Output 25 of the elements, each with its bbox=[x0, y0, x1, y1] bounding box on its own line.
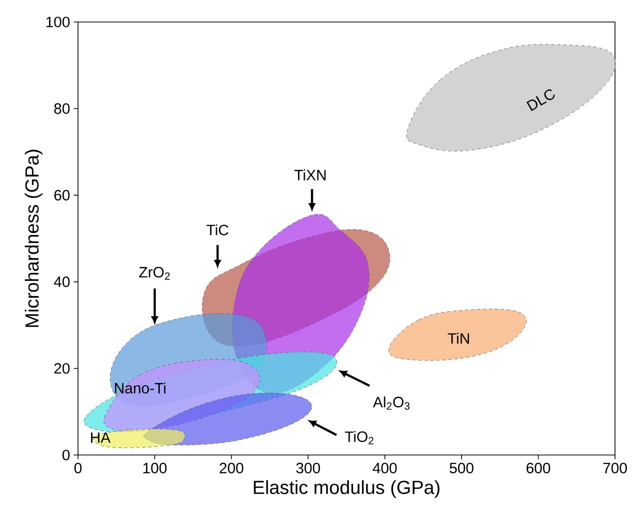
text: TiO$_{2}$ bbox=[344, 431, 374, 444]
x-tick-label: 500 bbox=[450, 462, 474, 474]
y-axis-title: Microhardness (GPa) bbox=[24, 150, 42, 327]
x-tick-label: 700 bbox=[603, 462, 627, 474]
y-tick-label: 80 bbox=[54, 103, 70, 114]
y-tick-label: 60 bbox=[54, 190, 70, 200]
series-label: DLC bbox=[526, 89, 555, 112]
text: ZrO$_{2}$ bbox=[139, 266, 170, 280]
text: Al$_{2}$O$_{3}$ bbox=[372, 396, 410, 410]
y-tick-label: 100 bbox=[46, 16, 70, 28]
y-tick-label: 40 bbox=[54, 276, 70, 288]
x-tick-label: 600 bbox=[526, 462, 550, 474]
x-axis-title: Elastic modulus (GPa) bbox=[254, 480, 440, 498]
x-tick-label: 400 bbox=[372, 462, 397, 474]
series-label: TiN bbox=[448, 332, 469, 344]
series-label: HA bbox=[91, 432, 111, 443]
text: TiC bbox=[206, 224, 228, 236]
series-label: Nano-Ti bbox=[115, 382, 166, 394]
y-tick-label: 20 bbox=[54, 363, 70, 374]
x-tick-label: 0 bbox=[74, 462, 82, 474]
x-tick-label: 100 bbox=[143, 462, 167, 474]
y-tick-label: 0 bbox=[62, 450, 70, 460]
text: TiXN bbox=[294, 169, 326, 180]
x-tick-label: 300 bbox=[296, 462, 320, 474]
x-tick-label: 200 bbox=[220, 462, 244, 474]
